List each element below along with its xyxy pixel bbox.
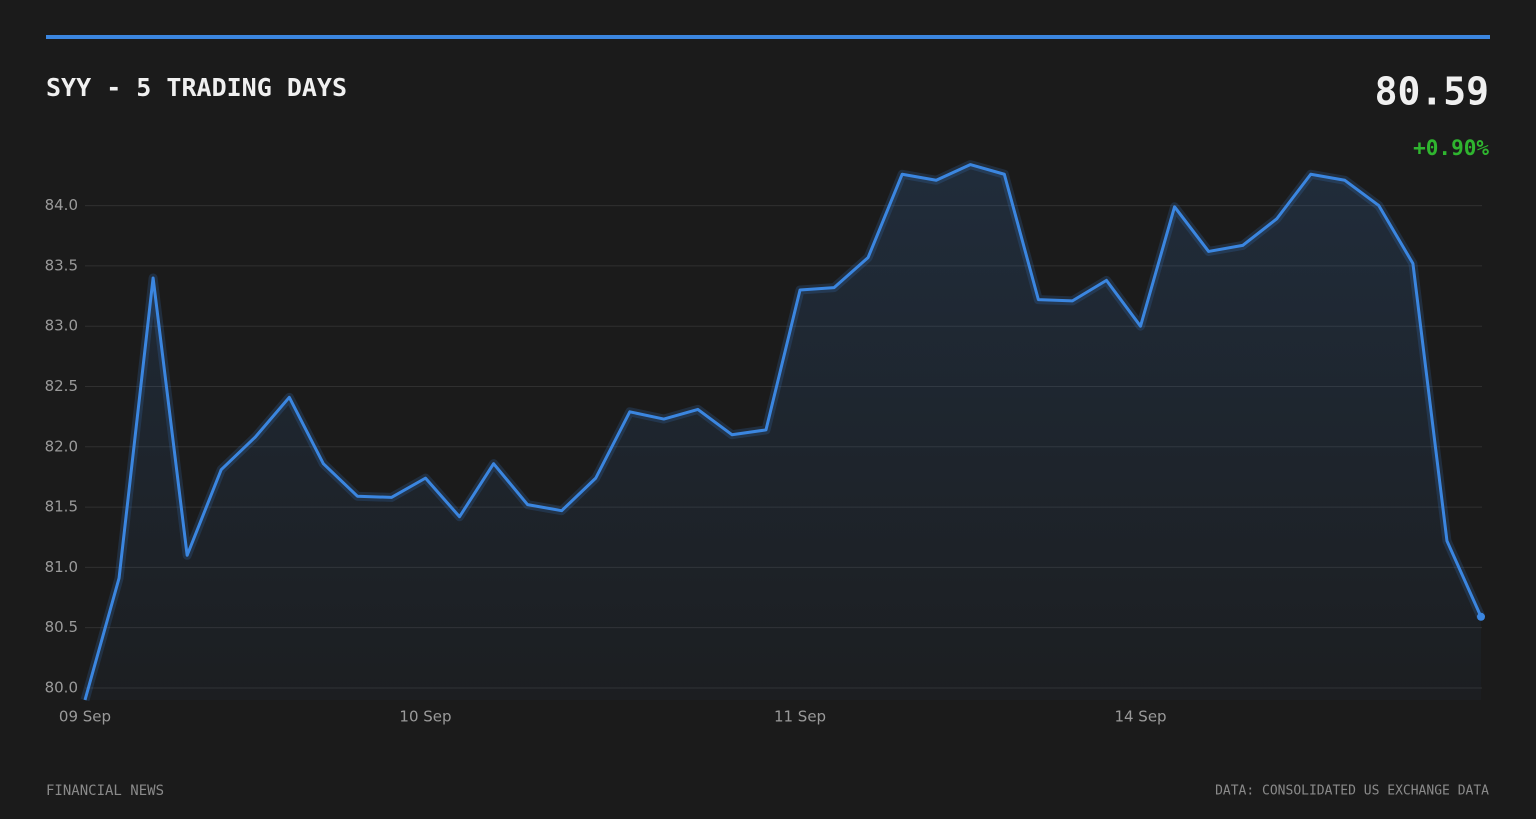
last-point <box>1477 612 1485 621</box>
y-tick-label: 81.0 <box>45 558 78 576</box>
area-fill <box>85 164 1481 701</box>
x-tick-label: 11 Sep <box>774 708 826 726</box>
price-line <box>83 163 1483 701</box>
price: 80.59 <box>1375 70 1489 114</box>
x-tick-label: 14 Sep <box>1114 708 1166 726</box>
x-tick-label: 09 Sep <box>59 708 111 726</box>
y-tick-label: 83.5 <box>45 256 78 274</box>
footer-left: FINANCIAL NEWS <box>46 783 164 799</box>
y-tick-label: 84.0 <box>45 196 78 214</box>
y-tick-label: 81.5 <box>45 498 78 516</box>
y-tick-label: 83.0 <box>45 317 78 335</box>
change: +0.90% <box>1413 136 1489 160</box>
chart-title: SYY - 5 TRADING DAYS <box>46 73 347 102</box>
top-rule <box>46 35 1490 39</box>
x-tick-label: 10 Sep <box>399 708 451 726</box>
y-tick-label: 82.5 <box>45 377 78 395</box>
y-tick-label: 80.5 <box>45 618 78 636</box>
y-tick-label: 82.0 <box>45 437 78 455</box>
y-tick-label: 80.0 <box>45 678 78 696</box>
footer-right: DATA: CONSOLIDATED US EXCHANGE DATA <box>1215 784 1489 799</box>
